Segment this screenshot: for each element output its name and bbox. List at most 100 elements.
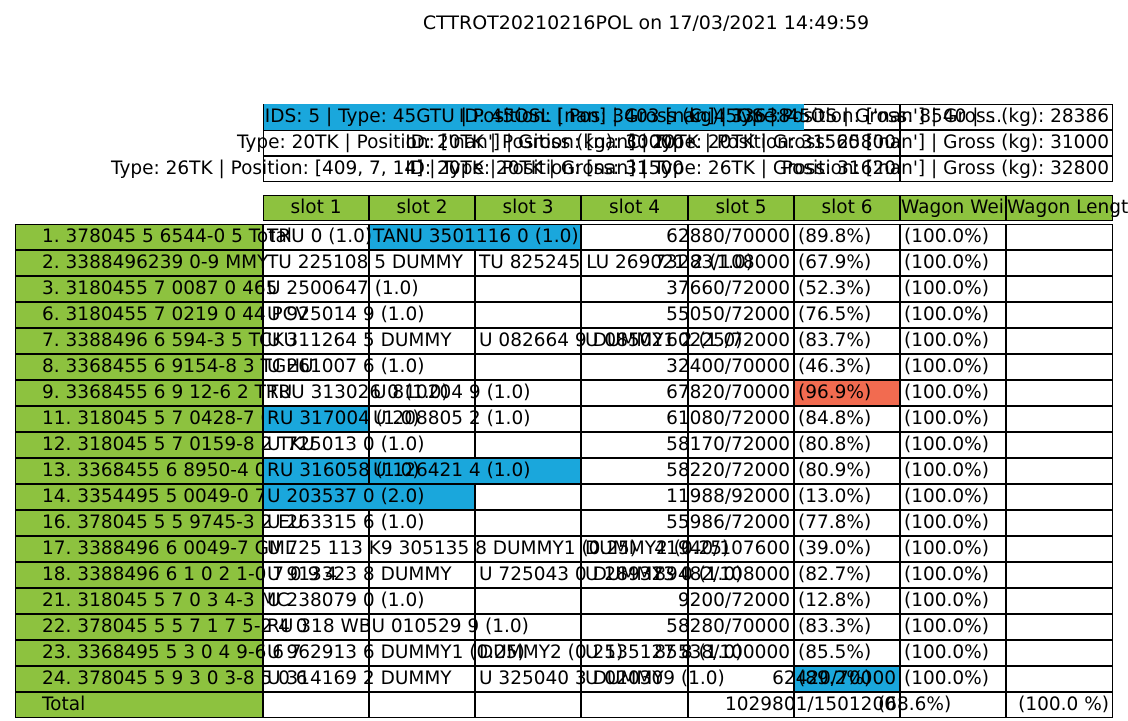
row-label: 13. 3368455 6 8950-4 0 TRU (15, 458, 310, 484)
cell-text: 32400/70000 (666, 356, 790, 377)
table-cell (1006, 510, 1113, 536)
table-cell (688, 484, 794, 510)
table-cell (263, 302, 369, 328)
table-row: 22. 378045 5 5 7 1 7 5-2 4 0 RU 318 WBU 0… (0, 614, 1128, 640)
table-cell (794, 276, 900, 302)
table-cell (900, 250, 1006, 276)
cell-text: U 135127 8 (1.0) (585, 642, 743, 663)
table-cell (900, 380, 1006, 406)
table-cell (900, 692, 1006, 718)
table-cell (475, 692, 581, 718)
table-cell (1006, 406, 1113, 432)
table-cell (794, 692, 900, 718)
summary-cell (263, 156, 900, 182)
table-cell (369, 302, 475, 328)
table-cell (263, 432, 369, 458)
row-label: 6. 3180455 7 0219 0 44 PCV (15, 302, 308, 328)
table-row: 2. 3388496239 0-9 MMY TU 225108 5 DUMMY TU… (0, 250, 1128, 276)
row-label: 17. 3388496 6 0049-7 GML (15, 536, 295, 562)
table-cell (581, 692, 688, 718)
cell-text: (96.9%) (798, 382, 872, 403)
cell-text: U 962913 6 DUMMY1 (0.25) (267, 642, 525, 663)
table-cell (475, 432, 581, 458)
table-cell (900, 224, 1006, 250)
cell-text: DUMMY2 (0.25) (479, 642, 624, 663)
table-cell (369, 614, 475, 640)
table-cell (1006, 458, 1113, 484)
table-cell (794, 432, 900, 458)
row-label: 3. 3180455 7 0087 0 465 (15, 276, 277, 302)
table-cell (688, 666, 794, 692)
table-cell (688, 640, 794, 666)
table-cell (581, 484, 688, 510)
cell-text: U 261007 6 (1.0) (267, 356, 425, 377)
table-cell (1006, 276, 1113, 302)
cell-text: U 913323 8 DUMMY (267, 564, 452, 585)
cell-text: U 725013 0 (1.0) (267, 434, 425, 455)
row-label: 22. 378045 5 5 7 1 7 5-2 4 0 (15, 614, 308, 640)
cell-text: (83.7%) (798, 330, 872, 351)
summary-cell (900, 104, 1113, 130)
cell-text: U 314169 2 DUMMY (267, 668, 452, 689)
table-row: 17. 3388496 6 0049-7 GML U 725 113 K9 305… (0, 536, 1128, 562)
table-cell (900, 406, 1006, 432)
table-cell (581, 588, 688, 614)
table-cell (1006, 328, 1113, 354)
table-cell (688, 406, 794, 432)
table-cell (475, 328, 581, 354)
table-row: 9. 3368455 6 9 12-6 2 TRU TRU 313026 0 (1… (0, 380, 1128, 406)
cell-text: (85.5%) (798, 642, 872, 663)
table-cell (688, 276, 794, 302)
table-cell (581, 276, 688, 302)
table-cell (900, 484, 1006, 510)
table-cell (1006, 562, 1113, 588)
table-cell (688, 432, 794, 458)
table-cell (794, 458, 900, 484)
summary-text: C: 45OS | Position: ['nan'] | Gross (kg)… (688, 106, 1109, 127)
cell-highlight (263, 484, 475, 510)
table-cell (1006, 640, 1113, 666)
cell-text: 37660/72000 (666, 278, 790, 299)
cell-text: (13.0%) (798, 486, 872, 507)
table-cell (369, 354, 475, 380)
header-row: slot 1 slot 2 slot 3 slot 4 slot 5 slot 6 Wago… (0, 195, 1128, 221)
total-row: Total 1029801/1501200 (68.6%) (100.0 %) (0, 692, 1128, 718)
cell-text: (100.0%) (904, 616, 989, 637)
table-cell (475, 406, 581, 432)
table-cell (581, 432, 688, 458)
cell-text: U 725043 0 DUMMY (479, 564, 664, 585)
table-cell (1006, 666, 1113, 692)
table-cell (475, 380, 581, 406)
summary-row: Type: 20TK | Position: ['nan'] | Gross (… (0, 130, 1128, 156)
table-cell (1006, 380, 1113, 406)
cell-highlight (794, 380, 900, 406)
table-cell (1006, 614, 1113, 640)
table-cell (688, 536, 794, 562)
table-cell (475, 302, 581, 328)
table-cell (581, 302, 688, 328)
table-cell (263, 224, 369, 250)
table-cell (263, 510, 369, 536)
summary-text: Type: 20TK | Position: ['nan'] | Gross (… (237, 132, 684, 153)
cell-text: (89.8%) (798, 226, 872, 247)
cell-text: (100.0%) (904, 460, 989, 481)
table-cell (1006, 484, 1113, 510)
cell-text: U 020309 (1.0) (585, 668, 725, 689)
cell-text: U 725 113 K9 305135 8 DUMMY1 (0.25) (267, 538, 638, 559)
cell-text: (84.8%) (798, 408, 872, 429)
table-cell (794, 484, 900, 510)
summary-row: Type: 26TK | Position: [409, 7, 14] | Ty… (0, 156, 1128, 182)
table-row: 3. 3180455 7 0087 0 465 U 2500647 (1.0) 37… (0, 276, 1128, 302)
cell-text: (39.0%) (798, 538, 872, 559)
table-cell (900, 588, 1006, 614)
cell-highlight (263, 458, 369, 484)
cell-text: 60225/72000 (666, 330, 790, 351)
table-cell (369, 432, 475, 458)
summary-row: IDS: 5 | Type: 45GTU | Position: [nan] |… (0, 103, 1128, 130)
table-cell (369, 640, 475, 666)
table-cell (581, 224, 688, 250)
column-header: slot 3 (475, 195, 581, 221)
column-header: Wagon Weight (900, 195, 1035, 221)
cell-highlight (369, 458, 581, 484)
cell-text: U 925014 9 (1.0) (267, 304, 425, 325)
